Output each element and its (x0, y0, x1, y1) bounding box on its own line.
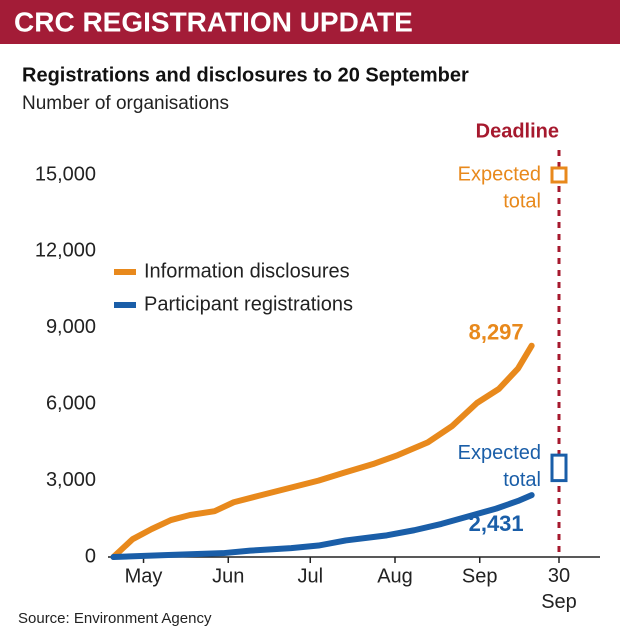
expected-label: Expected (458, 442, 541, 464)
x-tick-label: Sep (462, 565, 498, 587)
y-tick-label: 15,000 (35, 163, 96, 185)
y-tick-label: 3,000 (46, 469, 96, 491)
legend-label: Information disclosures (144, 260, 350, 282)
y-tick-label: 9,000 (46, 316, 96, 338)
x-tick-label: Aug (377, 565, 413, 587)
legend-label: Participant registrations (144, 293, 353, 315)
expected-label: Expected (458, 163, 541, 185)
expected-total (550, 166, 568, 184)
expected-total-range (550, 453, 568, 483)
y-tick-label: 6,000 (46, 392, 96, 414)
y-axis-label: Number of organisations (22, 93, 229, 114)
y-tick-label: 12,000 (35, 240, 96, 262)
x-tick-label: Jun (212, 565, 244, 587)
y-tick-label: 0 (85, 545, 96, 567)
x-tick-label: May (125, 565, 163, 587)
expected-label: total (503, 469, 541, 491)
value-label: 8,297 (469, 320, 524, 345)
series-line (110, 342, 535, 560)
chart-title: CRC REGISTRATION UPDATE (14, 6, 413, 37)
x-tick-label: 30 Sep (541, 565, 577, 613)
x-tick-label: Jul (297, 565, 323, 587)
value-label: 2,431 (469, 511, 524, 536)
source: Source: Environment Agency (18, 610, 212, 627)
banner (0, 0, 620, 44)
expected-label: total (503, 190, 541, 212)
series-line (110, 492, 535, 560)
deadline-label: Deadline (476, 120, 559, 142)
chart-subtitle: Registrations and disclosures to 20 Sept… (22, 64, 469, 86)
